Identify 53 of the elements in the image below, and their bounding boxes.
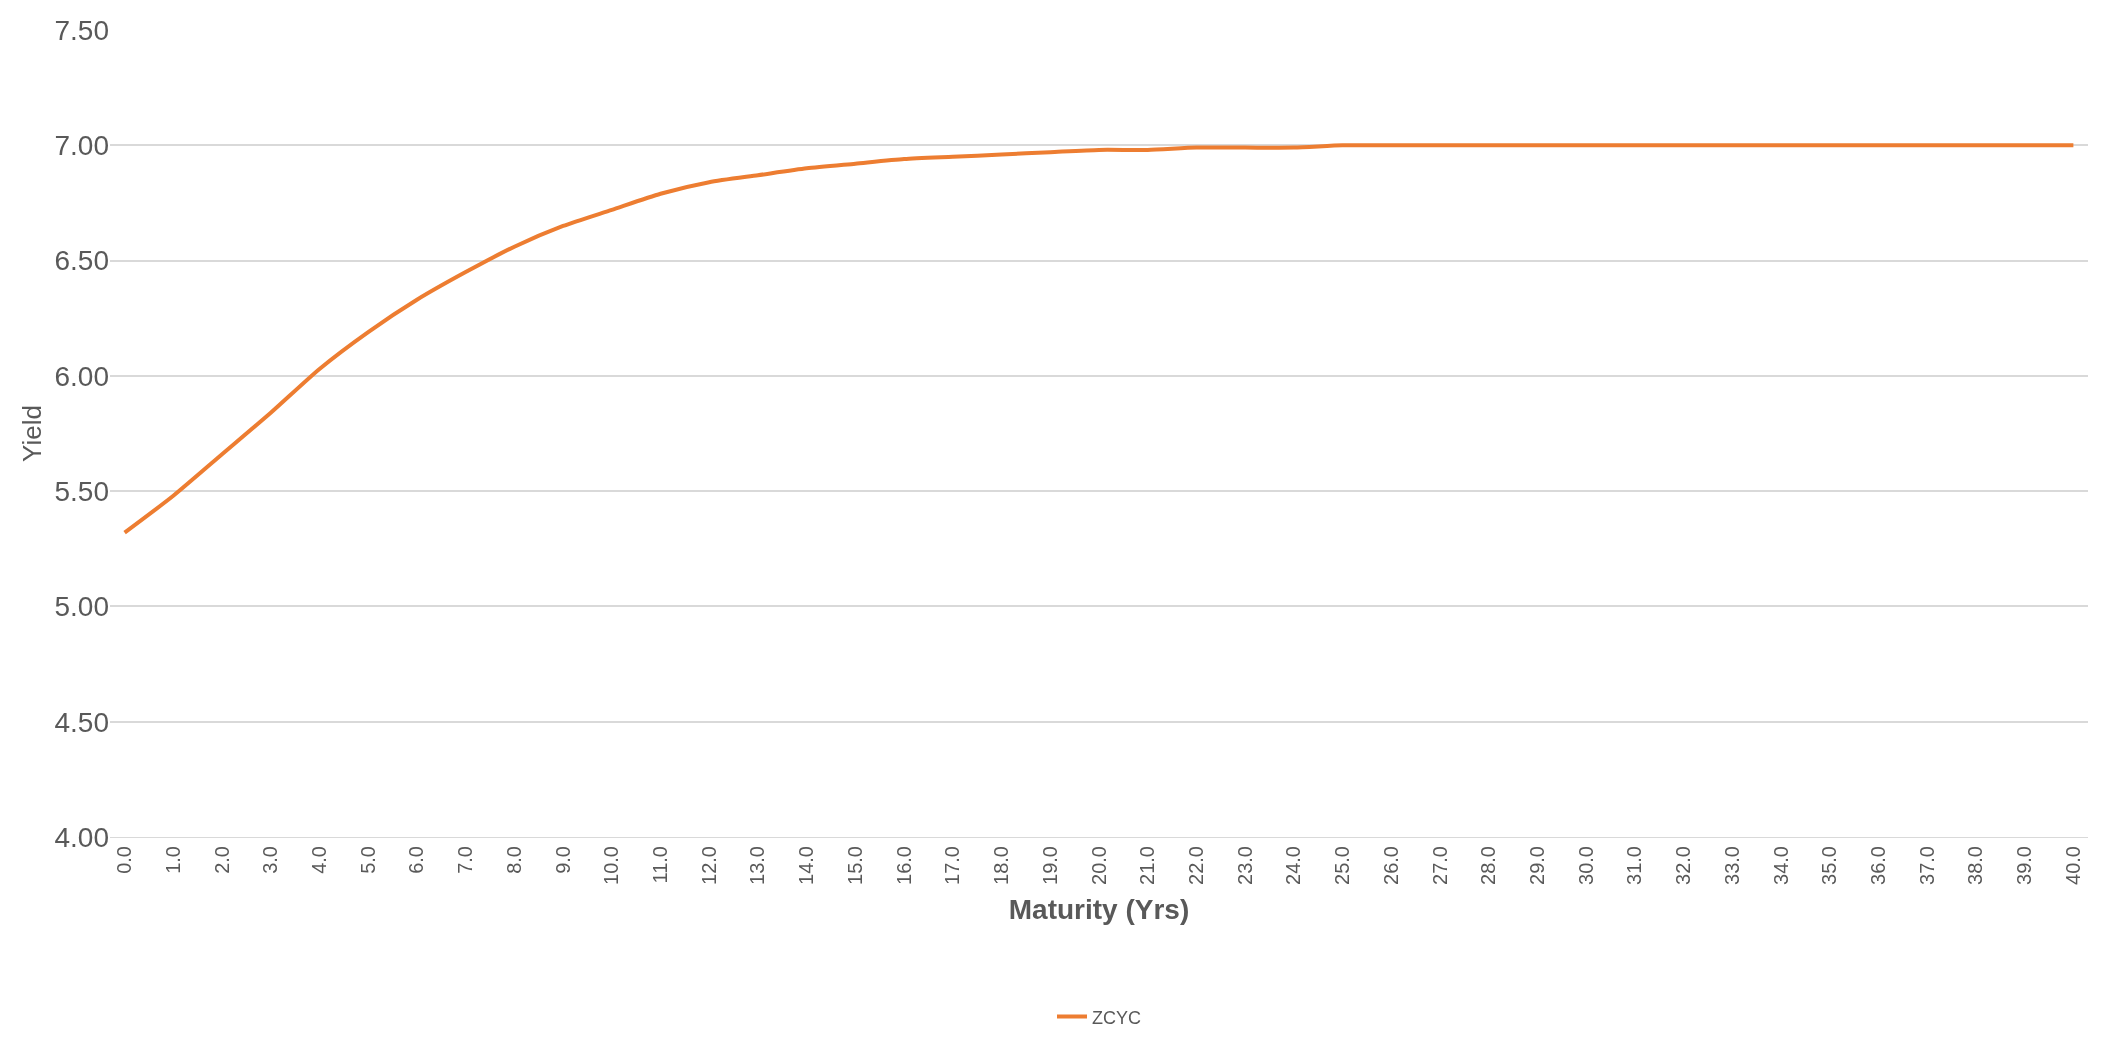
x-tick-label: 6.0 <box>405 846 428 874</box>
x-tick-label: 3.0 <box>259 846 282 874</box>
x-tick-label: 31.0 <box>1623 846 1646 885</box>
x-tick-label: 22.0 <box>1184 846 1207 885</box>
y-tick-label: 5.50 <box>54 475 109 507</box>
x-tick-label: 26.0 <box>1379 846 1402 885</box>
y-tick-label: 4.00 <box>54 821 109 853</box>
x-tick-label: 8.0 <box>502 846 525 874</box>
x-tick-label: 16.0 <box>892 846 915 885</box>
y-tick-label: 6.00 <box>54 360 109 392</box>
y-tick-label: 7.00 <box>54 130 109 162</box>
x-tick-label: 12.0 <box>697 846 720 885</box>
x-tick-label: 27.0 <box>1428 846 1451 885</box>
x-tick-label: 25.0 <box>1331 846 1354 885</box>
x-tick-label: 35.0 <box>1818 846 1841 885</box>
x-tick-label: 38.0 <box>1964 846 1987 885</box>
y-tick-label: 5.00 <box>54 591 109 623</box>
x-tick-label: 10.0 <box>600 846 623 885</box>
x-tick-label: 1.0 <box>161 846 184 874</box>
x-tick-label: 40.0 <box>2061 846 2084 885</box>
x-tick-label: 2.0 <box>210 846 233 874</box>
y-tick-label: 6.50 <box>54 245 109 277</box>
x-tick-label: 24.0 <box>1282 846 1305 885</box>
x-axis-title: Maturity (Yrs) <box>1008 894 1190 926</box>
x-tick-label: 7.0 <box>454 846 477 874</box>
x-tick-label: 30.0 <box>1574 846 1597 885</box>
x-tick-label: 0.0 <box>113 846 136 874</box>
x-tick-label: 39.0 <box>2013 846 2036 885</box>
x-tick-label: 18.0 <box>990 846 1013 885</box>
x-tick-label: 4.0 <box>307 846 330 874</box>
x-tick-label: 19.0 <box>1038 846 1061 885</box>
x-tick-label: 11.0 <box>649 846 672 884</box>
x-tick-label: 32.0 <box>1672 846 1695 885</box>
x-tick-label: 21.0 <box>1136 846 1159 885</box>
legend-label: ZCYC <box>1092 1007 1141 1028</box>
x-tick-label: 34.0 <box>1769 846 1792 885</box>
x-tick-label: 29.0 <box>1525 846 1548 885</box>
x-tick-label: 37.0 <box>1915 846 1938 885</box>
x-tick-label: 5.0 <box>356 846 379 874</box>
x-tick-label: 33.0 <box>1720 846 1743 885</box>
line-series <box>122 143 2076 535</box>
y-tick-label: 7.50 <box>54 14 109 46</box>
x-tick-label: 13.0 <box>746 846 769 885</box>
y-axis-title: Yield <box>16 405 47 462</box>
x-tick-label: 23.0 <box>1233 846 1256 885</box>
x-tick-label: 20.0 <box>1087 846 1110 885</box>
x-tick-label: 17.0 <box>941 846 964 885</box>
x-tick-label: 36.0 <box>1867 846 1890 885</box>
x-tick-label: 28.0 <box>1477 846 1500 885</box>
x-tick-label: 14.0 <box>795 846 818 885</box>
x-tick-label: 15.0 <box>843 846 866 885</box>
x-tick-label: 9.0 <box>551 846 574 874</box>
y-tick-label: 4.50 <box>54 706 109 738</box>
